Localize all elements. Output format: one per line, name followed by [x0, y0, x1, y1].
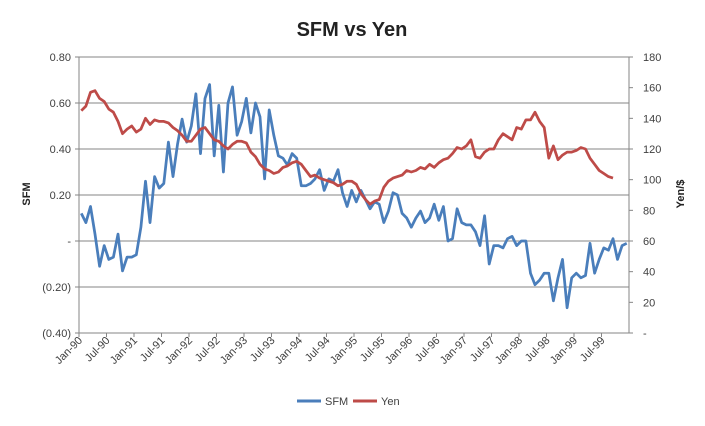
y-tick-label: 0.40 [50, 144, 71, 156]
left-axis-ticks: (0.40) (0.20) - 0.20 0.40 0.60 0.80 [42, 52, 79, 340]
right-axis-ticks: - 20 40 60 80 100 120 140 160 180 [629, 52, 661, 340]
series-line-sfm [80, 83, 628, 310]
x-tick-label: Jan-99 [548, 335, 580, 367]
x-tick-label: Jan-96 [383, 335, 415, 367]
y2-tick-label: 140 [643, 113, 661, 125]
x-axis-ticks: Jan-90Jul-90Jan-91Jul-91Jan-92Jul-92Jan-… [53, 333, 608, 367]
x-tick-label: Jan-98 [493, 335, 525, 367]
y2-tick-label: 180 [643, 52, 661, 64]
y-tick-label: (0.40) [42, 328, 71, 340]
legend: SFM Yen [297, 396, 400, 408]
x-tick-label: Jan-92 [163, 335, 195, 367]
legend-label: SFM [325, 396, 348, 408]
gridlines [79, 56, 629, 288]
x-tick-label: Jan-94 [273, 335, 305, 367]
x-tick-label: Jan-93 [218, 335, 250, 367]
y2-tick-label: 160 [643, 83, 661, 95]
y-tick-label: 0.20 [50, 190, 71, 202]
y2-tick-label: 80 [643, 205, 655, 217]
y2-tick-label: 100 [643, 175, 661, 187]
series-lines [80, 83, 628, 310]
y2-tick-label: - [643, 328, 647, 340]
x-tick-label: Jan-97 [438, 335, 470, 367]
y2-tick-label: 120 [643, 144, 661, 156]
y2-tick-label: 40 [643, 267, 655, 279]
y-tick-label: 0.80 [50, 52, 71, 64]
x-tick-label: Jul-99 [578, 335, 608, 365]
series-line-yen [80, 89, 614, 206]
y2-tick-label: 20 [643, 297, 655, 309]
y-tick-label: (0.20) [42, 282, 71, 294]
y-axis-title: SFM [21, 182, 33, 205]
chart-title: SFM vs Yen [297, 19, 408, 41]
x-tick-label: Jan-91 [108, 335, 140, 367]
y-tick-label: - [67, 236, 71, 248]
y-tick-label: 0.60 [50, 98, 71, 110]
y2-tick-label: 60 [643, 236, 655, 248]
legend-label: Yen [381, 396, 400, 408]
x-tick-label: Jan-95 [328, 335, 360, 367]
y2-axis-title: Yen/$ [675, 180, 687, 209]
